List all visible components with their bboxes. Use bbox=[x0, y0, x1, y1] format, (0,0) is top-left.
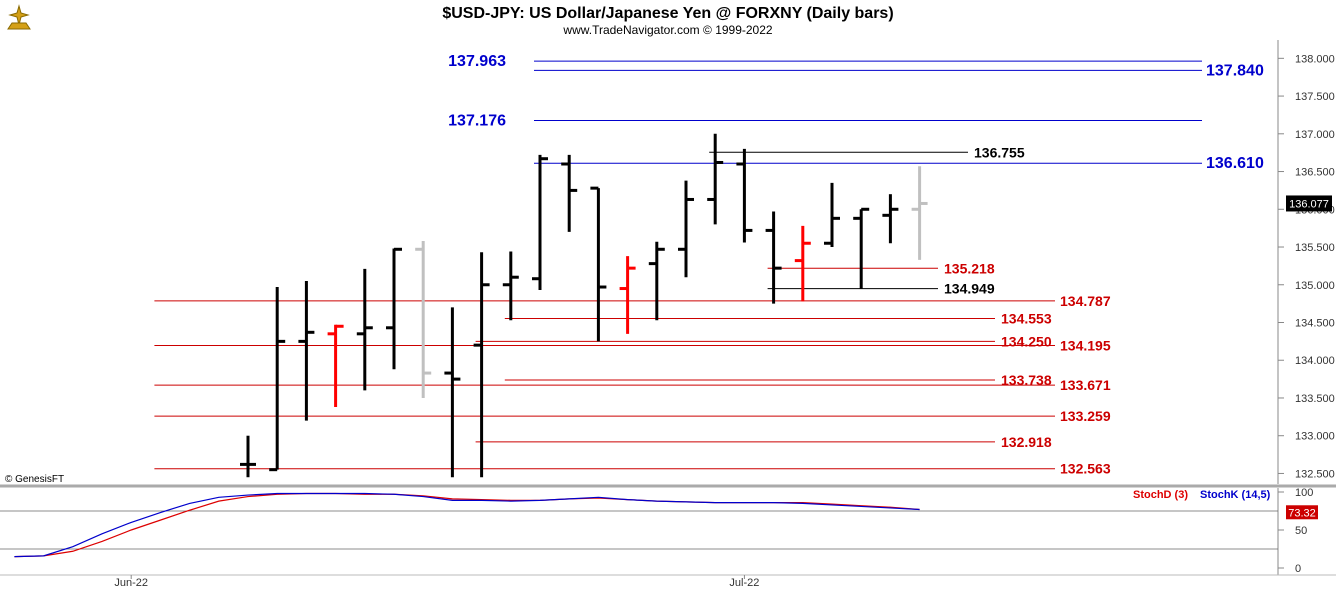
ohlc-bar bbox=[532, 154, 548, 291]
stoch-tick-label: 0 bbox=[1295, 563, 1301, 575]
stoch-legend: StochD (3) StochK (14,5) bbox=[1133, 489, 1271, 501]
ohlc-bar bbox=[590, 186, 607, 342]
stoch-k-legend: StochK (14,5) bbox=[1200, 489, 1271, 501]
ohlc-bar bbox=[502, 251, 519, 321]
ohlc-bar bbox=[356, 268, 373, 391]
ohlc-bar bbox=[269, 287, 286, 472]
ohlc-bar bbox=[736, 148, 753, 243]
ohlc-bar bbox=[386, 247, 402, 370]
price-tick-label: 134.000 bbox=[1295, 355, 1335, 367]
ohlc-bar bbox=[707, 133, 724, 225]
chart-subtitle: www.TradeNavigator.com © 1999-2022 bbox=[562, 23, 772, 37]
price-axis: 138.000137.500137.000136.500136.000135.5… bbox=[1278, 53, 1335, 480]
level-label: 137.963 bbox=[448, 53, 506, 70]
ohlc-bar bbox=[911, 166, 928, 260]
level-label: 134.250 bbox=[1001, 333, 1052, 349]
ohlc-bar bbox=[765, 211, 782, 304]
ohlc-bar bbox=[619, 256, 636, 334]
ohlc-bar bbox=[298, 280, 315, 421]
level-label: 136.610 bbox=[1206, 155, 1264, 172]
price-tick-label: 136.500 bbox=[1295, 167, 1335, 179]
chart-title: $USD-JPY: US Dollar/Japanese Yen @ FORXN… bbox=[442, 5, 893, 22]
ohlc-bar bbox=[882, 194, 899, 244]
level-label: 134.949 bbox=[944, 281, 995, 297]
ohlc-bar bbox=[824, 182, 840, 248]
stoch-series-line bbox=[14, 492, 920, 558]
ohlc-bar bbox=[415, 240, 432, 398]
stoch-tick-label: 100 bbox=[1295, 487, 1313, 499]
ohlc-bar bbox=[561, 154, 578, 232]
level-label: 132.563 bbox=[1060, 461, 1111, 477]
time-axis: Jun-22 Jul-22 bbox=[114, 575, 759, 589]
price-tick-label: 133.000 bbox=[1295, 431, 1335, 443]
logo-base-icon bbox=[7, 22, 31, 30]
ohlc-bar bbox=[327, 324, 344, 408]
price-tick-label: 134.500 bbox=[1295, 317, 1335, 329]
stoch-last-box bbox=[1286, 505, 1318, 520]
stoch-lines bbox=[14, 492, 920, 558]
price-tick-label: 133.500 bbox=[1295, 393, 1335, 405]
stoch-tick-label: 50 bbox=[1295, 525, 1307, 537]
ohlc-bar bbox=[794, 225, 811, 302]
stoch-last-label: 73.32 bbox=[1288, 507, 1316, 519]
ohlc-bar bbox=[853, 207, 870, 289]
price-tick-label: 135.000 bbox=[1295, 280, 1335, 292]
level-label: 134.553 bbox=[1001, 310, 1052, 326]
app-logo[interactable] bbox=[4, 3, 34, 33]
ohlc-bar bbox=[444, 307, 461, 478]
price-panel bbox=[0, 40, 1336, 488]
level-label: 133.259 bbox=[1060, 408, 1111, 424]
ohlc-bar bbox=[678, 180, 694, 278]
price-tick-label: 138.000 bbox=[1295, 53, 1335, 65]
last-price-box bbox=[1286, 195, 1332, 212]
stoch-d-legend: StochD (3) bbox=[1133, 489, 1188, 501]
level-label: 137.176 bbox=[448, 113, 506, 130]
ohlc-bars bbox=[240, 133, 928, 478]
last-price-label: 136.077 bbox=[1289, 198, 1329, 210]
level-label: 132.918 bbox=[1001, 434, 1052, 450]
level-label: 135.218 bbox=[944, 260, 995, 276]
price-tick-label: 137.000 bbox=[1295, 129, 1335, 141]
price-levels: 137.963 137.840 137.176 136.610 136.755 135.2… bbox=[154, 53, 1264, 477]
time-tick-label: Jul-22 bbox=[729, 577, 759, 589]
time-tick-label: Jun-22 bbox=[114, 577, 148, 589]
price-tick-label: 132.500 bbox=[1295, 468, 1335, 480]
level-label: 136.755 bbox=[974, 144, 1025, 160]
level-label: 133.671 bbox=[1060, 377, 1111, 393]
last-price-marker: 136.077 bbox=[1286, 195, 1332, 212]
price-tick-label: 135.500 bbox=[1295, 242, 1335, 254]
ohlc-bar bbox=[648, 241, 665, 321]
level-label: 134.195 bbox=[1060, 338, 1111, 354]
level-label: 137.840 bbox=[1206, 62, 1264, 79]
level-label: 133.738 bbox=[1001, 372, 1052, 388]
stoch-last-value-marker: 73.32 bbox=[1286, 505, 1318, 520]
price-tick-label: 137.500 bbox=[1295, 91, 1335, 103]
ohlc-bar bbox=[473, 252, 490, 478]
level-label: 134.787 bbox=[1060, 293, 1111, 309]
ohlc-bar bbox=[240, 435, 256, 478]
credit-text: © GenesisFT bbox=[5, 474, 64, 485]
stoch-axis: 100 50 0 bbox=[0, 487, 1313, 575]
